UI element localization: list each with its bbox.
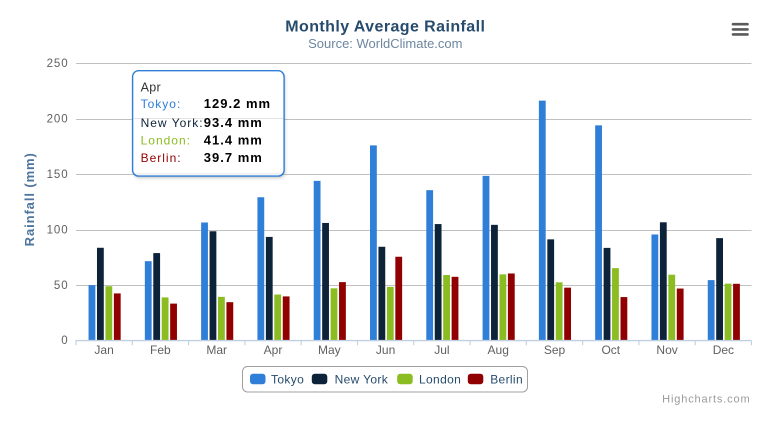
svg-text:Feb: Feb [150, 343, 171, 357]
svg-text:100: 100 [47, 224, 69, 236]
svg-text:Monthly Average Rainfall: Monthly Average Rainfall [285, 19, 485, 36]
svg-text:Jul: Jul [434, 343, 449, 357]
svg-text:39.7 mm: 39.7 mm [204, 150, 263, 165]
svg-text:250: 250 [47, 58, 69, 70]
svg-text:New York: New York [335, 373, 389, 387]
svg-text:London: London [419, 373, 461, 387]
svg-text:Mar: Mar [206, 343, 227, 357]
svg-text:New York:: New York: [141, 116, 204, 130]
svg-text:Apr: Apr [141, 81, 161, 95]
svg-text:Oct: Oct [601, 343, 620, 357]
svg-text:50: 50 [54, 280, 69, 292]
svg-text:Rainfall (mm): Rainfall (mm) [22, 152, 37, 246]
svg-text:Dec: Dec [713, 343, 734, 357]
svg-text:Jun: Jun [376, 343, 395, 357]
svg-text:Apr: Apr [264, 343, 283, 357]
svg-text:Highcharts.com: Highcharts.com [662, 393, 750, 405]
svg-text:Aug: Aug [488, 343, 509, 357]
svg-text:200: 200 [47, 114, 69, 126]
svg-text:150: 150 [47, 169, 69, 181]
svg-text:93.4 mm: 93.4 mm [204, 115, 263, 130]
svg-text:London:: London: [141, 134, 191, 148]
svg-text:Nov: Nov [656, 343, 677, 357]
svg-text:Sep: Sep [544, 343, 566, 357]
svg-text:Source: WorldClimate.com: Source: WorldClimate.com [308, 36, 462, 51]
svg-text:Tokyo: Tokyo [271, 373, 304, 387]
svg-text:May: May [318, 343, 341, 357]
svg-text:Berlin:: Berlin: [141, 151, 182, 165]
svg-text:Berlin: Berlin [490, 373, 523, 387]
svg-text:41.4 mm: 41.4 mm [204, 133, 263, 148]
svg-text:Tokyo:: Tokyo: [141, 97, 182, 111]
svg-text:0: 0 [61, 335, 68, 347]
svg-text:129.2 mm: 129.2 mm [204, 96, 271, 111]
svg-text:Jan: Jan [94, 343, 113, 357]
